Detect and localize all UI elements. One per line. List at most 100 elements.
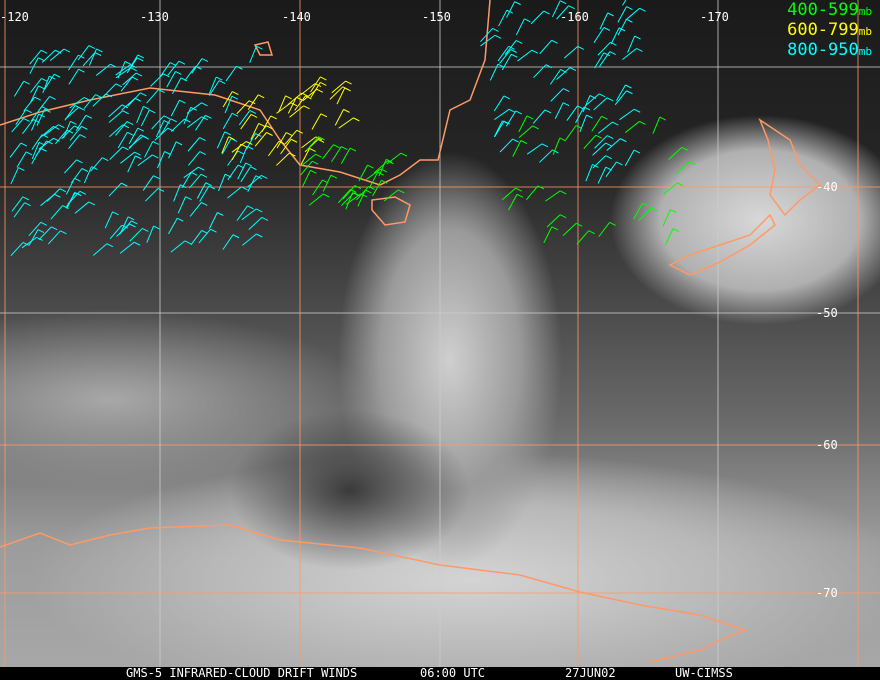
legend-item-800-950: 800-950mb xyxy=(787,40,872,60)
wind-barb xyxy=(222,234,240,250)
wind-barb xyxy=(276,132,293,149)
wind-barb xyxy=(539,39,558,55)
wind-barb xyxy=(23,96,42,112)
wind-barb xyxy=(104,211,119,229)
wind-barb xyxy=(221,136,235,154)
island xyxy=(253,41,274,56)
wind-barb xyxy=(241,208,263,221)
wind-barb xyxy=(108,110,129,123)
wind-barbs xyxy=(9,0,696,257)
wind-barb xyxy=(610,27,626,45)
wind-barb xyxy=(287,96,303,114)
wind-barb xyxy=(116,223,136,237)
wind-barb xyxy=(160,118,177,135)
wind-barb xyxy=(121,97,142,111)
wind-barb xyxy=(289,105,310,118)
wind-barb xyxy=(225,65,243,82)
wind-barb xyxy=(550,88,570,102)
lon-label: -150 xyxy=(422,10,451,24)
wind-barb xyxy=(284,129,304,145)
wind-barb xyxy=(170,99,186,117)
wind-barb xyxy=(533,64,553,79)
wind-barb xyxy=(556,67,577,80)
wind-barb xyxy=(122,72,143,86)
wind-barb xyxy=(69,97,91,109)
wind-barb xyxy=(236,100,256,115)
wind-barb xyxy=(167,60,186,76)
lon-label: -160 xyxy=(560,10,589,24)
wind-barb xyxy=(546,214,567,228)
wind-barb xyxy=(543,226,559,244)
wind-barb xyxy=(306,136,325,151)
wind-barb xyxy=(115,67,137,79)
wind-barb xyxy=(168,141,183,159)
wind-barb xyxy=(11,196,30,212)
wind-barb xyxy=(95,63,117,76)
wind-barb xyxy=(28,229,45,246)
wind-barb xyxy=(75,114,93,131)
tasmania-coast xyxy=(371,196,411,226)
wind-barb xyxy=(250,122,265,140)
wind-barb xyxy=(594,135,614,149)
wind-barb xyxy=(64,105,82,121)
wind-barb xyxy=(562,222,583,236)
australia-coast xyxy=(0,0,491,186)
wind-barb xyxy=(38,226,58,241)
wind-barb xyxy=(190,230,208,246)
wind-barb xyxy=(494,108,516,121)
wind-barb xyxy=(372,179,388,197)
wind-barb xyxy=(183,166,205,179)
caption-date: 27JUN02 xyxy=(565,666,616,680)
wind-barb xyxy=(619,108,641,121)
wind-barb xyxy=(515,18,531,36)
wind-barb xyxy=(108,104,129,118)
wind-barb xyxy=(119,241,141,254)
wind-barb xyxy=(357,189,372,207)
wind-barb xyxy=(331,80,352,94)
wind-barb xyxy=(208,80,226,96)
wind-barb xyxy=(668,146,689,160)
wind-barb xyxy=(43,124,65,136)
wind-barb xyxy=(268,140,286,157)
wind-barb xyxy=(373,160,394,174)
wind-barb xyxy=(517,49,539,62)
wind-barb xyxy=(65,192,82,209)
wind-barb xyxy=(50,205,69,220)
wind-barb xyxy=(526,143,549,155)
new-zealand-south xyxy=(668,213,776,276)
wind-barb xyxy=(49,48,71,61)
wind-barb xyxy=(83,94,102,109)
wind-barb xyxy=(31,141,46,160)
wind-barb xyxy=(310,76,327,93)
wind-barb xyxy=(144,188,165,202)
wind-barb xyxy=(13,80,30,97)
wind-barb xyxy=(532,109,552,124)
wind-barb xyxy=(109,224,129,240)
wind-barb xyxy=(606,138,627,151)
wind-barb xyxy=(42,75,56,94)
wind-barb xyxy=(358,164,374,182)
lon-label: -170 xyxy=(700,10,729,24)
wind-barb xyxy=(109,146,129,160)
wind-barb xyxy=(172,77,188,94)
pressure-legend: 400-599mb 600-799mb 800-950mb xyxy=(787,1,872,61)
wind-barb xyxy=(518,125,539,138)
wind-barb xyxy=(579,114,593,133)
wind-barb xyxy=(593,97,614,111)
wind-barb xyxy=(140,109,156,127)
wind-barb xyxy=(638,207,658,221)
wind-barb xyxy=(155,119,171,138)
latitude-labels: -40 -50 -60 -70 xyxy=(816,180,838,600)
wind-barb xyxy=(198,228,217,244)
wind-barb xyxy=(594,52,611,69)
wind-barb xyxy=(128,134,148,149)
legend-item-600-799: 600-799mb xyxy=(787,20,872,40)
wind-barb xyxy=(189,201,208,217)
wind-barb xyxy=(208,76,223,94)
wind-barb xyxy=(512,140,528,157)
longitude-labels: -120 -130 -140 -150 -160 -170 xyxy=(0,10,729,24)
wind-barb xyxy=(662,209,677,227)
wind-barb xyxy=(156,151,171,169)
antarctica-coast xyxy=(0,524,748,663)
wind-barb xyxy=(142,175,160,191)
